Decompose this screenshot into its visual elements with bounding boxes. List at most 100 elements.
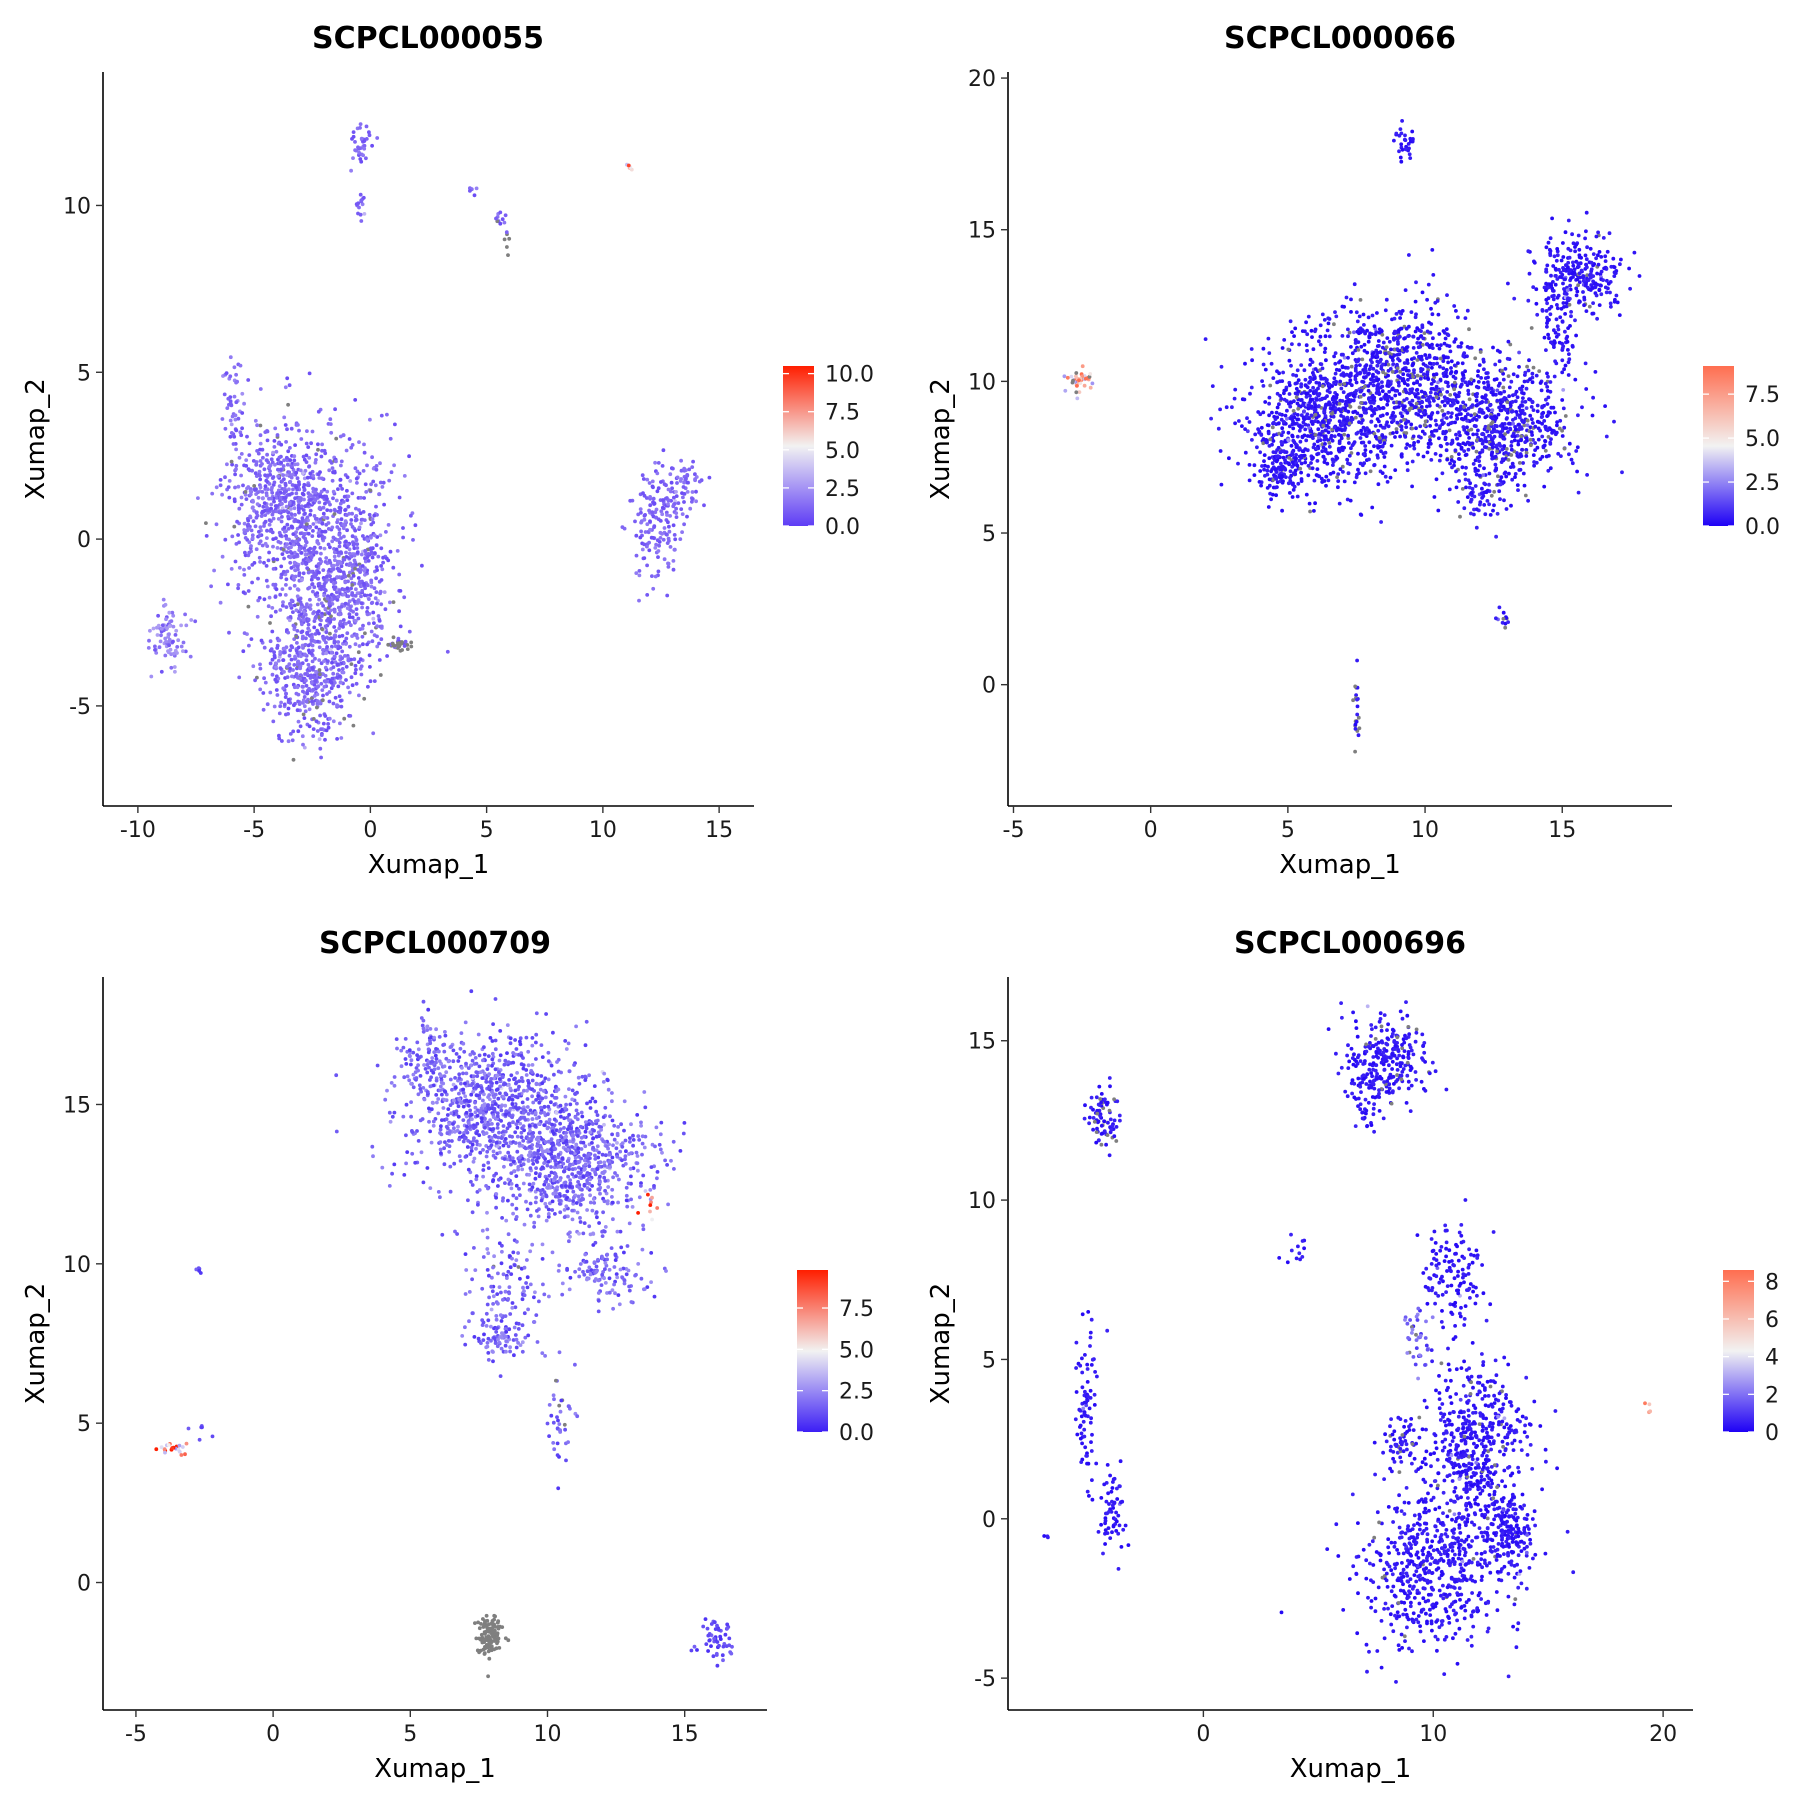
- cell-point: [1528, 437, 1533, 442]
- cell-point: [1259, 483, 1263, 488]
- cell-point: [305, 691, 310, 696]
- cell-point: [1363, 331, 1367, 336]
- cell-point: [340, 656, 344, 661]
- cell-point: [337, 567, 341, 572]
- cell-point: [229, 459, 234, 464]
- cell-point: [1467, 397, 1472, 402]
- cell-point: [325, 489, 330, 494]
- cell-point: [293, 496, 297, 501]
- cell-point: [1632, 250, 1637, 255]
- cell-point: [332, 680, 337, 685]
- x-tick-label: -10: [120, 818, 156, 843]
- cell-point: [1482, 367, 1486, 372]
- cell-point: [359, 136, 364, 141]
- cell-point: [1530, 417, 1534, 422]
- cell-point: [1360, 418, 1365, 423]
- cell-point: [310, 429, 315, 434]
- cell-point: [266, 604, 271, 609]
- cell-point: [1415, 379, 1419, 384]
- cell-point: [308, 508, 313, 513]
- cell-point: [315, 685, 319, 689]
- cell-point: [1466, 441, 1471, 445]
- cell-point: [1293, 472, 1298, 477]
- cell-point: [1508, 427, 1513, 432]
- cell-point: [369, 522, 374, 527]
- cell-point: [303, 612, 308, 617]
- cell-point: [319, 614, 324, 618]
- cell-point: [1411, 362, 1415, 366]
- cell-point: [344, 678, 348, 682]
- cell-point: [1485, 429, 1490, 434]
- cell-point: [352, 542, 357, 546]
- cell-point: [288, 458, 293, 462]
- cell-point: [286, 449, 291, 454]
- cell-point: [1346, 418, 1350, 422]
- cell-point: [293, 654, 297, 659]
- cell-point: [335, 703, 339, 707]
- cell-point: [300, 661, 305, 666]
- cell-point: [1209, 416, 1213, 421]
- cell-point: [1374, 369, 1379, 374]
- cell-point: [307, 585, 312, 590]
- cell-point: [326, 521, 331, 525]
- cell-point: [1376, 339, 1381, 343]
- cell-point: [1434, 384, 1439, 389]
- cell-point: [420, 563, 424, 568]
- cell-point: [643, 513, 647, 517]
- cell-point: [362, 450, 367, 455]
- cell-point: [278, 666, 283, 670]
- cell-point: [1311, 385, 1315, 390]
- cell-point: [303, 552, 308, 557]
- cell-point: [274, 449, 279, 454]
- cell-point: [1371, 383, 1376, 388]
- cell-point: [263, 473, 267, 478]
- cell-point: [373, 483, 378, 488]
- cell-point: [264, 504, 269, 509]
- cell-point: [1271, 420, 1276, 425]
- cell-point: [1462, 351, 1467, 355]
- cell-point: [320, 521, 325, 526]
- cell-point: [306, 622, 311, 627]
- cell-point: [1318, 433, 1323, 437]
- cell-point: [1474, 398, 1479, 403]
- cell-point: [1411, 443, 1416, 448]
- cell-point: [1357, 405, 1362, 410]
- cell-point: [1461, 354, 1466, 358]
- cell-point: [1591, 395, 1595, 400]
- cell-point: [1410, 426, 1415, 431]
- cell-point: [1426, 445, 1431, 449]
- cell-point: [347, 570, 352, 575]
- cell-point: [1318, 342, 1323, 347]
- cell-point: [146, 646, 151, 650]
- cell-point: [263, 484, 268, 488]
- cell-point: [655, 538, 660, 543]
- cell-point: [167, 643, 172, 648]
- cell-point: [1471, 432, 1476, 437]
- cell-point: [1486, 387, 1491, 392]
- cell-point: [1459, 445, 1464, 450]
- cell-point: [356, 616, 361, 621]
- cell-point: [1346, 355, 1350, 360]
- cell-point: [1342, 355, 1347, 360]
- cell-point: [1384, 297, 1389, 302]
- cell-point: [1518, 386, 1522, 391]
- cell-point: [379, 564, 383, 568]
- cell-point: [1481, 359, 1486, 364]
- cell-point: [1441, 430, 1446, 434]
- cell-point: [1458, 433, 1462, 438]
- cell-point: [1422, 331, 1427, 335]
- cell-point: [1350, 443, 1355, 448]
- cell-point: [1546, 240, 1551, 245]
- cell-point: [277, 455, 282, 460]
- cell-point: [658, 530, 663, 535]
- cell-point: [1393, 435, 1397, 439]
- cell-point: [1463, 416, 1468, 421]
- cell-point: [1267, 351, 1272, 355]
- cell-point: [318, 494, 323, 499]
- cell-point: [407, 629, 412, 634]
- cell-point: [1327, 334, 1332, 339]
- cell-point: [301, 618, 306, 622]
- cell-point: [1323, 405, 1327, 410]
- cell-point: [279, 575, 283, 580]
- cell-point: [1348, 462, 1352, 467]
